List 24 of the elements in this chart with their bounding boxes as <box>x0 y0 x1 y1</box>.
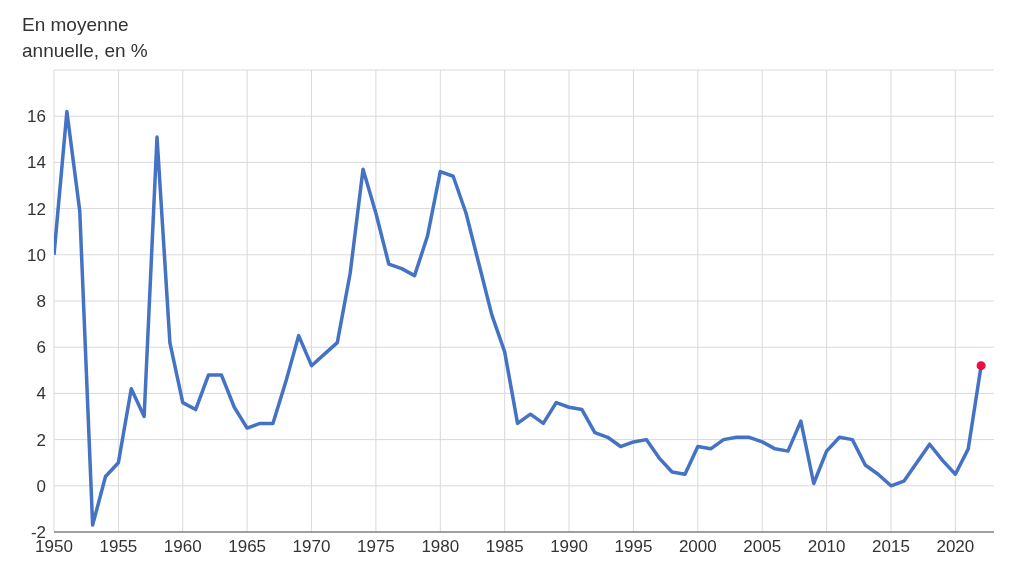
x-tick-label: 1990 <box>550 537 588 557</box>
x-tick-label: 1965 <box>228 537 267 557</box>
x-tick-label: 2020 <box>936 537 975 557</box>
y-tick-label: 4 <box>36 384 46 404</box>
y-tick-label: 12 <box>27 199 46 219</box>
y-tick-label: 14 <box>27 153 46 173</box>
x-tick-label: 1995 <box>614 537 653 557</box>
x-tick-label: 1975 <box>357 537 395 557</box>
x-tick-label: 1970 <box>292 537 331 557</box>
y-tick-label: 8 <box>36 292 46 312</box>
y-tick-label: 6 <box>36 338 46 358</box>
x-tick-label: 2005 <box>743 537 782 557</box>
y-tick-label: 10 <box>27 245 46 265</box>
x-tick-label: 2010 <box>807 537 846 557</box>
y-axis-title: En moyenne annuelle, en % <box>22 13 149 63</box>
y-tick-label: 16 <box>27 107 46 127</box>
x-tick-label: 2000 <box>678 537 717 557</box>
x-tick-label: 1980 <box>421 537 460 557</box>
x-tick-label: 1960 <box>163 537 202 557</box>
x-tick-label: 2015 <box>872 537 910 557</box>
x-tick-label: 1955 <box>99 537 138 557</box>
x-tick-label: 1985 <box>485 537 524 557</box>
y-tick-label: 2 <box>36 430 46 450</box>
y-tick-label: 0 <box>36 476 46 496</box>
